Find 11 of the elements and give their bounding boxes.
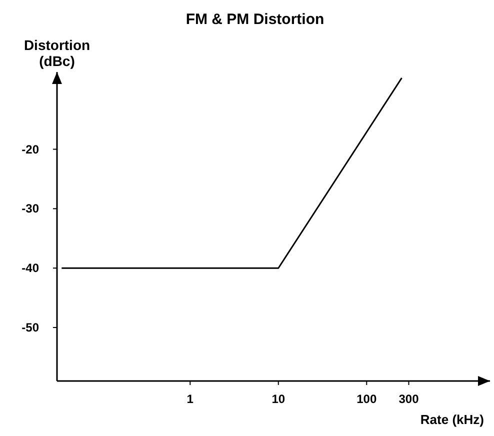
y-tick-label: -30 (22, 202, 40, 216)
x-tick-label: 1 (186, 392, 194, 406)
y-axis-title: Distortion (dBc) (24, 37, 90, 69)
chart-title: FM & PM Distortion (186, 11, 324, 28)
x-tick-label: 300 (398, 392, 420, 406)
x-tick-label: 10 (272, 392, 286, 406)
y-tick-label: -50 (22, 320, 40, 335)
x-axis-title: Rate (kHz) (420, 412, 484, 427)
x-tick-label: 100 (356, 392, 377, 406)
y-tick-label: -40 (22, 261, 40, 276)
y-tick-label: -20 (22, 142, 40, 156)
